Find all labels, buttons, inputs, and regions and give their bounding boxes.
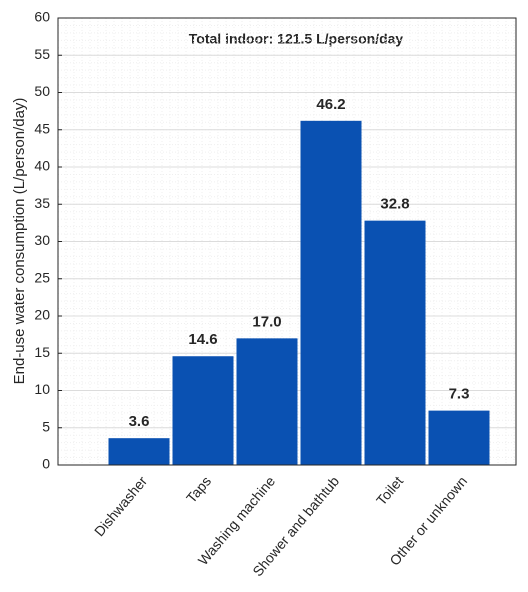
y-tick-label: 20	[34, 307, 50, 323]
value-label: 32.8	[380, 196, 409, 213]
bar	[300, 120, 362, 465]
y-tick-label: 45	[34, 120, 50, 136]
y-tick-label: 35	[34, 195, 50, 211]
value-label: 46.2	[316, 96, 345, 113]
y-tick-label: 10	[34, 381, 50, 397]
x-tick-label: Dishwasher	[91, 473, 150, 540]
y-tick-label: 0	[42, 456, 50, 472]
value-label: 3.6	[129, 413, 150, 430]
y-tick-label: 40	[34, 158, 50, 174]
y-tick-label: 25	[34, 269, 50, 285]
bar	[236, 338, 298, 465]
x-tick-label: Toilet	[373, 473, 406, 508]
y-tick-label: 5	[42, 418, 50, 434]
value-label: 17.0	[252, 313, 281, 330]
y-tick-label: 50	[34, 83, 50, 99]
y-axis-label: End-use water consumption (L/person/day)	[11, 98, 28, 385]
bar	[364, 220, 426, 465]
bar	[108, 438, 170, 465]
value-label: 7.3	[449, 386, 470, 403]
bar	[172, 356, 234, 465]
bar	[428, 410, 490, 465]
y-tick-label: 60	[34, 9, 50, 25]
y-tick-label: 15	[34, 344, 50, 360]
y-tick-label: 30	[34, 232, 50, 248]
x-tick-label: Taps	[183, 473, 214, 506]
value-label: 14.6	[188, 331, 217, 348]
y-tick-label: 55	[34, 46, 50, 62]
plot-frame	[57, 17, 517, 466]
